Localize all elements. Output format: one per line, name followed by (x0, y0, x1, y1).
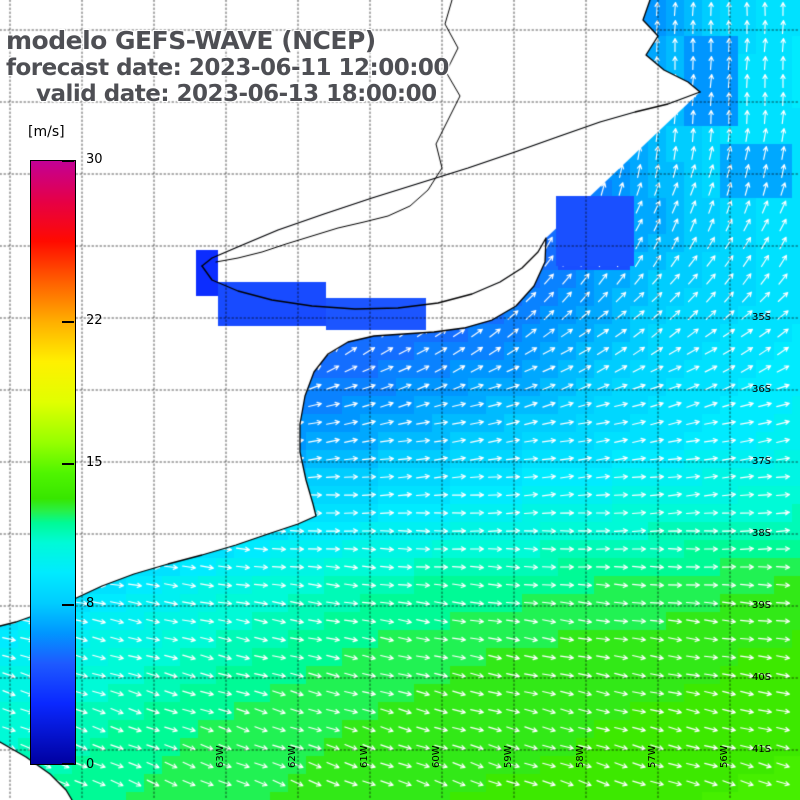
model-title: modelo GEFS-WAVE (NCEP) (6, 26, 376, 55)
longitude-label: 56W (719, 745, 730, 768)
valid-date-label: valid date: 2023-06-13 18:00:00 (36, 81, 437, 107)
colorbar-tick-mark (62, 603, 74, 606)
longitude-label: 60W (431, 745, 442, 768)
latitude-label: 39S (752, 600, 772, 611)
colorbar-tick-mark (62, 763, 74, 765)
colorbar-tick-mark (62, 160, 74, 162)
longitude-label: 57W (647, 745, 658, 768)
colorbar-tick-label: 30 (86, 152, 103, 167)
colorbar-unit-label: [m/s] (28, 124, 65, 140)
latitude-label: 40S (752, 672, 772, 683)
longitude-label: 58W (575, 745, 586, 768)
forecast-date-label: forecast date: 2023-06-11 12:00:00 (6, 55, 449, 81)
longitude-label: 63W (215, 745, 226, 768)
colorbar-tick-mark (62, 321, 74, 324)
latitude-label: 36S (752, 384, 772, 395)
latitude-label: 38S (752, 528, 772, 539)
latitude-label: 35S (752, 312, 772, 323)
colorbar-tick-mark (62, 462, 74, 465)
latitude-label: 37S (752, 456, 772, 467)
longitude-label: 59W (503, 745, 514, 768)
colorbar-tick-label: 22 (86, 313, 103, 329)
colorbar-tick-label: 0 (86, 757, 95, 772)
longitude-label: 62W (287, 745, 298, 768)
longitude-label: 61W (359, 745, 370, 768)
colorbar-tick-label: 8 (86, 595, 95, 611)
latitude-label: 41S (752, 744, 772, 755)
colorbar-tick-label: 15 (86, 454, 103, 470)
